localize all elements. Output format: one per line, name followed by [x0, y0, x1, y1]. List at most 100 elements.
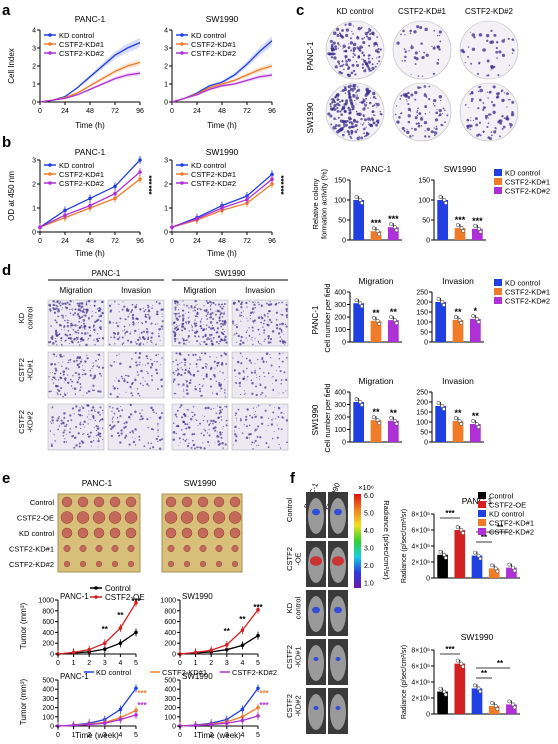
colony: [339, 34, 343, 37]
cell: [146, 341, 148, 343]
cell: [148, 310, 151, 313]
cell: [80, 440, 83, 443]
data-dot: [389, 315, 394, 320]
cell: [186, 423, 189, 426]
tumor: [196, 511, 210, 524]
cell: [197, 335, 200, 338]
colony: [329, 103, 332, 106]
colony: [354, 99, 356, 102]
cell: [175, 323, 177, 325]
data-point: [134, 686, 138, 691]
cell: [189, 363, 191, 365]
cell: [175, 352, 178, 355]
cell: [139, 382, 142, 385]
cell: [201, 374, 203, 376]
cell: [260, 304, 263, 307]
significance-stars: ***: [144, 185, 153, 195]
cell: [78, 445, 81, 448]
colony: [367, 121, 369, 123]
cell: [118, 353, 120, 355]
colony: [348, 108, 352, 112]
panel-c-col-label: CSTF2-KD#1: [398, 7, 447, 16]
cell: [221, 303, 224, 306]
cell: [258, 333, 261, 335]
data-dot: [436, 297, 441, 301]
colony: [507, 37, 510, 40]
panel-f-bars-ytick-label: 0: [426, 576, 430, 583]
cell: [109, 405, 111, 408]
cell: [194, 388, 198, 391]
transwell-image: [231, 403, 289, 451]
cell: [150, 322, 153, 325]
cell: [176, 327, 180, 331]
cell: [75, 337, 77, 340]
colony: [352, 94, 356, 98]
cell: [151, 408, 155, 412]
cell: [196, 312, 199, 315]
cell: [142, 377, 144, 379]
cell: [219, 409, 222, 412]
panel-b-legend-swatch-dot: [48, 163, 52, 167]
colony: [470, 62, 473, 65]
cell: [281, 331, 283, 334]
cell: [148, 316, 151, 319]
panel-c-bars-ytick-label: 100: [334, 198, 346, 205]
colony: [407, 95, 411, 99]
cell: [156, 388, 159, 390]
cell: [276, 424, 278, 426]
panel-e-ytick-label: 1000: [38, 598, 54, 605]
panel-e-ytick-label: 0: [172, 724, 176, 731]
cell: [101, 418, 104, 421]
panel-e-xtick-label: 4: [240, 732, 244, 739]
colony: [334, 124, 338, 128]
cell: [60, 387, 63, 390]
cell: [188, 307, 190, 309]
cell: [97, 358, 100, 361]
cell: [199, 307, 201, 309]
cell: [192, 353, 195, 357]
cell: [216, 393, 219, 396]
panel-e-legend-oe-swatch-dot: [94, 595, 98, 599]
tumor: [60, 511, 74, 524]
cell: [218, 442, 221, 445]
colony: [367, 31, 370, 34]
panel-c-ylabel: Relative colonyformation activity (%): [311, 168, 329, 239]
colony: [490, 131, 493, 133]
cell: [91, 406, 95, 409]
cell: [78, 326, 81, 329]
cell: [205, 328, 208, 330]
cell: [96, 353, 98, 355]
data-dot: [377, 321, 382, 326]
cell: [175, 432, 178, 435]
cell: [208, 300, 212, 304]
cell: [157, 429, 159, 431]
cell: [245, 337, 247, 339]
colony: [438, 48, 441, 51]
significance-stars: **: [497, 659, 504, 668]
mouse-silhouette: [330, 645, 346, 681]
cell: [70, 385, 73, 387]
colony: [345, 103, 348, 106]
panel-e-ytick-label: 600: [164, 619, 176, 626]
cell: [192, 433, 194, 435]
cell: [176, 326, 177, 328]
data-dot: [393, 318, 397, 323]
cell: [85, 343, 88, 347]
cell: [286, 302, 287, 304]
panel-a-xlabel: Time (h): [207, 121, 237, 130]
cell: [234, 324, 236, 326]
data-dot: [511, 565, 515, 570]
cell: [195, 324, 198, 327]
cell: [265, 352, 269, 355]
panel-b-legend-swatch-dot: [180, 163, 184, 167]
colony: [349, 41, 354, 45]
cell: [179, 406, 181, 409]
cell: [87, 390, 90, 393]
colony: [355, 110, 358, 113]
colony: [365, 131, 369, 134]
cell: [263, 329, 266, 332]
cell: [97, 353, 101, 357]
colony: [482, 130, 485, 133]
cell: [232, 357, 234, 359]
cell: [119, 362, 122, 365]
